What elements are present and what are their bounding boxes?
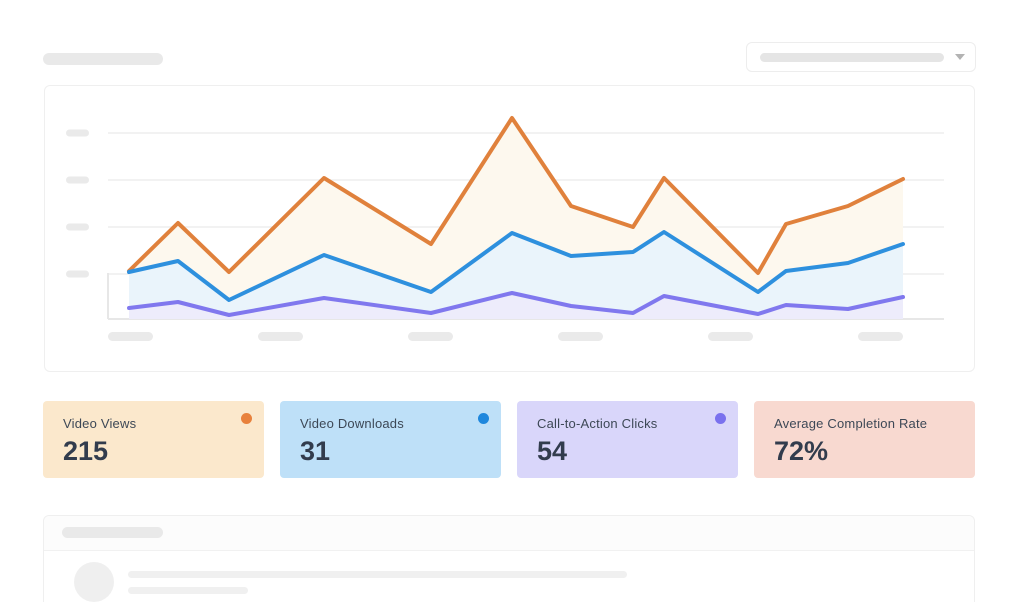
series-color-dot (478, 413, 489, 424)
page-title-placeholder (43, 53, 163, 65)
series-color-dot (715, 413, 726, 424)
stat-card-video-downloads[interactable]: Video Downloads 31 (280, 401, 501, 478)
video-views-line (127, 116, 905, 275)
filter-dropdown[interactable] (746, 42, 976, 72)
chart-series (127, 116, 905, 319)
chevron-down-icon (955, 54, 965, 60)
stat-label: Video Downloads (300, 416, 404, 431)
stat-label: Video Views (63, 416, 137, 431)
stat-value: 31 (300, 436, 331, 466)
line-chart (66, 116, 944, 341)
text-line-placeholder (128, 571, 627, 578)
stats-row: Video Views 215 Video Downloads 31 Call-… (43, 401, 975, 478)
stat-card-cta-clicks[interactable]: Call-to-Action Clicks 54 (517, 401, 738, 478)
stat-card-completion-rate[interactable]: Average Completion Rate 72% (754, 401, 975, 478)
avatar-placeholder (74, 562, 114, 602)
stat-value: 54 (537, 436, 568, 466)
series-color-dot (241, 413, 252, 424)
dropdown-value-placeholder (760, 52, 944, 62)
x-axis-tick-placeholders (108, 332, 903, 341)
activity-card (43, 515, 975, 602)
video-downloads-line (127, 230, 905, 302)
stat-value: 215 (63, 436, 109, 466)
section-title-placeholder (62, 527, 163, 538)
stat-value: 72% (774, 436, 829, 466)
stat-label: Average Completion Rate (774, 416, 928, 431)
stat-card-video-views[interactable]: Video Views 215 (43, 401, 264, 478)
activity-card-header (44, 516, 974, 551)
call-to-action-clicks-line (127, 291, 905, 317)
chart-card (44, 85, 975, 372)
stat-label: Call-to-Action Clicks (537, 416, 658, 431)
y-axis-tick-placeholders (66, 129, 89, 278)
text-line-placeholder (128, 587, 248, 594)
